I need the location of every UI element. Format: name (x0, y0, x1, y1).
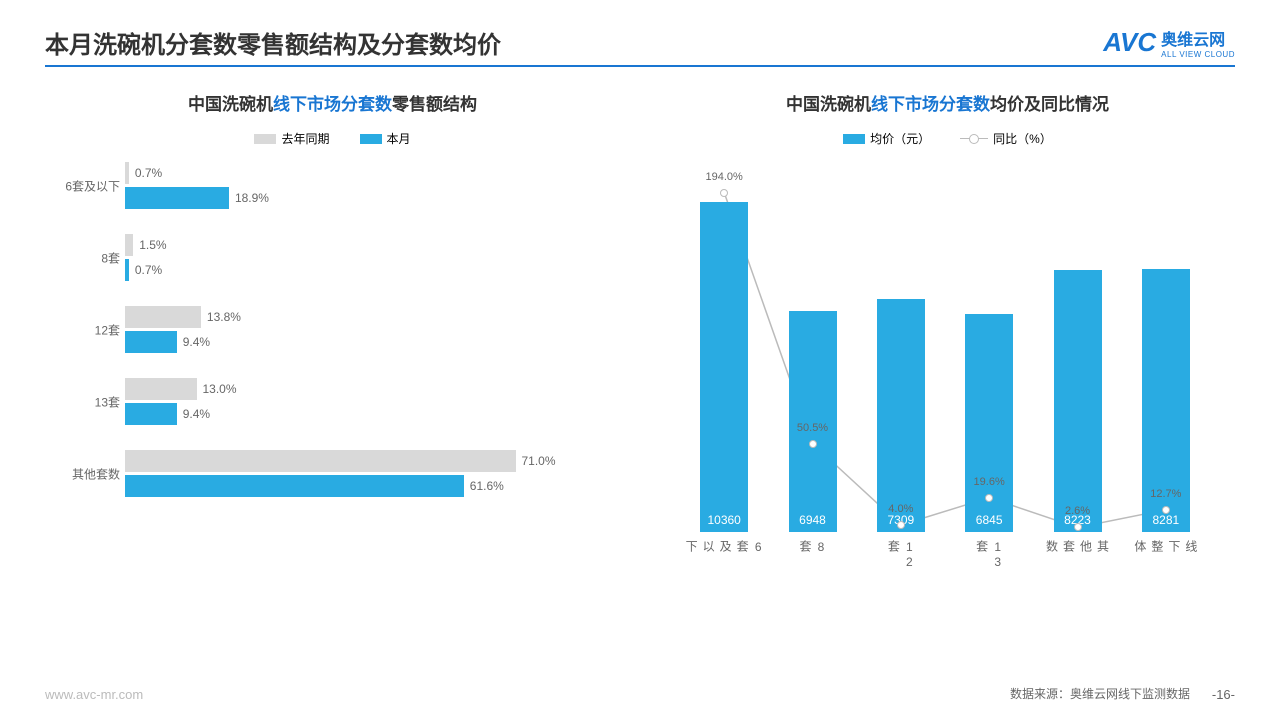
hbar-curr-value: 9.4% (183, 407, 210, 421)
page-title: 本月洗碗机分套数零售额结构及分套数均价 (45, 25, 501, 60)
hbar-prev: 13.8% (125, 306, 201, 328)
logo-cn-text: 奥维云网 (1161, 26, 1235, 50)
line-point (1162, 506, 1170, 514)
line-point (809, 440, 817, 448)
line-value-label: 50.5% (797, 422, 828, 434)
legend-prev: 去年同期 (254, 130, 329, 147)
xaxis-label: 8套 (797, 540, 828, 555)
hbar-category-label: 其他套数 (45, 465, 120, 482)
hbar-prev: 0.7% (125, 162, 129, 184)
charts-row: 中国洗碗机线下市场分套数零售额结构 去年同期 本月 6套及以下 0.7% 18.9%… (45, 90, 1235, 612)
hbar-prev: 71.0% (125, 450, 516, 472)
vbar: 8223其他套数 (1054, 270, 1102, 532)
vbar-value-label: 10360 (707, 513, 740, 527)
line-point (897, 521, 905, 529)
hbar-prev: 13.0% (125, 378, 197, 400)
xaxis-label: 线下整体 (1132, 540, 1200, 553)
legend-yoy-marker (960, 134, 988, 144)
vbar: 730912套 (877, 299, 925, 532)
hbar-curr: 9.4% (125, 403, 177, 425)
hbar-prev: 1.5% (125, 234, 133, 256)
xaxis-label: 其他套数 (1044, 540, 1112, 553)
logo: AVC 奥维云网 ALL VIEW CLOUD (1103, 26, 1235, 59)
xaxis-label: 12套 (885, 540, 916, 570)
hbar-curr-value: 0.7% (135, 263, 162, 277)
right-chart-legend: 均价（元） 同比（%） (660, 130, 1235, 147)
hbar-curr-value: 61.6% (470, 479, 504, 493)
legend-prev-swatch (254, 134, 276, 144)
line-point (720, 189, 728, 197)
legend-curr-swatch (360, 134, 382, 144)
footer-url: www.avc-mr.com (45, 687, 143, 702)
hbar-curr: 18.9% (125, 187, 229, 209)
hbar-prev-value: 0.7% (135, 166, 162, 180)
header: 本月洗碗机分套数零售额结构及分套数均价 AVC 奥维云网 ALL VIEW CL… (45, 25, 1235, 60)
hbar-category-label: 13套 (45, 393, 120, 410)
legend-price: 均价（元） (843, 130, 930, 147)
hbar-curr: 9.4% (125, 331, 177, 353)
logo-avc-text: AVC (1103, 27, 1156, 58)
hbar-group: 其他套数71.0%61.6% (125, 450, 620, 497)
hbar-prev-value: 13.0% (203, 382, 237, 396)
line-point (985, 494, 993, 502)
right-combo-chart: 103606套及以下69488套730912套684513套8223其他套数82… (660, 162, 1235, 612)
xaxis-label: 13套 (974, 540, 1005, 570)
hbar-group: 8套1.5%0.7% (125, 234, 620, 281)
footer-source: 数据来源：奥维云网线下监测数据 (1010, 685, 1190, 702)
combo-plot-area: 103606套及以下69488套730912套684513套8223其他套数82… (680, 182, 1210, 532)
vbar: 103606套及以下 (700, 202, 748, 532)
hbar-category-label: 6套及以下 (45, 177, 120, 194)
left-chart-title: 中国洗碗机线下市场分套数零售额结构 (45, 90, 620, 115)
hbar-group: 13套13.0%9.4% (125, 378, 620, 425)
hbar-curr: 61.6% (125, 475, 464, 497)
header-divider (45, 65, 1235, 67)
hbar-prev-value: 1.5% (139, 238, 166, 252)
line-value-label: 4.0% (888, 503, 913, 515)
vbar-value-label: 8281 (1152, 513, 1179, 527)
xaxis-label: 6套及以下 (683, 540, 765, 555)
hbar-prev-value: 71.0% (522, 454, 556, 468)
footer-page: -16- (1212, 687, 1235, 702)
legend-yoy: 同比（%） (960, 130, 1052, 147)
legend-price-swatch (843, 134, 865, 144)
vbar-value-label: 6845 (976, 513, 1003, 527)
hbar-category-label: 8套 (45, 249, 120, 266)
hbar-curr-value: 9.4% (183, 335, 210, 349)
left-hbar-chart: 6套及以下0.7%18.9%8套1.5%0.7%12套13.8%9.4%13套1… (45, 162, 620, 497)
yoy-line (680, 182, 1210, 532)
line-point (1074, 523, 1082, 531)
line-value-label: 19.6% (974, 476, 1005, 488)
hbar-category-label: 12套 (45, 321, 120, 338)
hbar-prev-value: 13.8% (207, 310, 241, 324)
hbar-curr: 0.7% (125, 259, 129, 281)
logo-en-text: ALL VIEW CLOUD (1161, 50, 1235, 59)
left-chart-panel: 中国洗碗机线下市场分套数零售额结构 去年同期 本月 6套及以下 0.7% 18.9%… (45, 90, 620, 612)
hbar-curr-value: 18.9% (235, 191, 269, 205)
line-value-label: 2.6% (1065, 505, 1090, 517)
right-chart-title: 中国洗碗机线下市场分套数均价及同比情况 (660, 90, 1235, 115)
line-value-label: 194.0% (706, 171, 743, 183)
left-chart-legend: 去年同期 本月 (45, 130, 620, 147)
legend-curr: 本月 (360, 130, 411, 147)
right-chart-panel: 中国洗碗机线下市场分套数均价及同比情况 均价（元） 同比（%） 103606套及… (660, 90, 1235, 612)
line-value-label: 12.7% (1150, 488, 1181, 500)
hbar-group: 6套及以下0.7%18.9% (125, 162, 620, 209)
vbar-value-label: 6948 (799, 513, 826, 527)
hbar-group: 12套13.8%9.4% (125, 306, 620, 353)
